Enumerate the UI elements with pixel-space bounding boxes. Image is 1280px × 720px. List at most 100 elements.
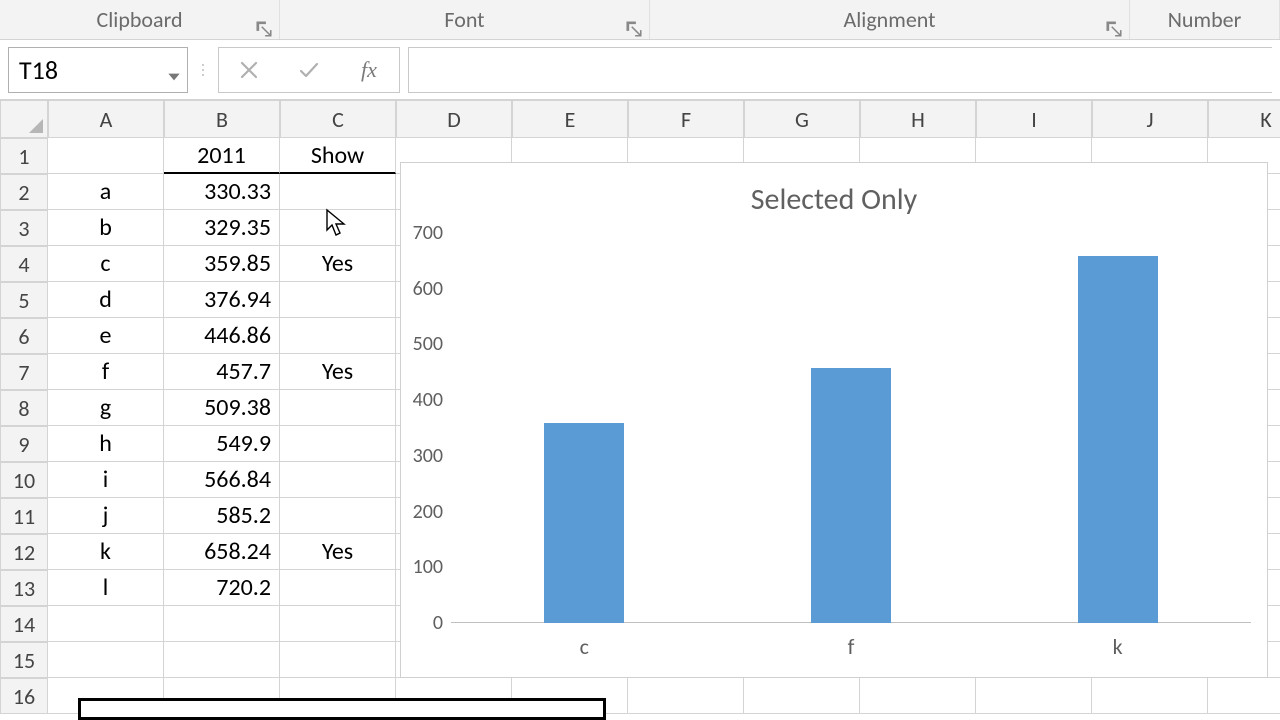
y-axis-tick-label: 600	[413, 277, 443, 301]
y-axis-tick-label: 0	[433, 611, 443, 635]
cell[interactable]	[280, 426, 396, 462]
cell[interactable]: 376.94	[164, 282, 280, 318]
cell[interactable]	[1092, 678, 1208, 714]
cell[interactable]: 457.7	[164, 354, 280, 390]
row-header[interactable]: 2	[0, 174, 48, 210]
cell[interactable]	[164, 642, 280, 678]
cell[interactable]: c	[48, 246, 164, 282]
row-header[interactable]: 5	[0, 282, 48, 318]
dialog-launcher-icon[interactable]	[1105, 17, 1123, 35]
cell[interactable]: 330.33	[164, 174, 280, 210]
cell[interactable]	[280, 462, 396, 498]
grip-icon	[202, 50, 204, 90]
cell[interactable]: Show	[280, 138, 396, 174]
cell[interactable]: 549.9	[164, 426, 280, 462]
column-header[interactable]: D	[396, 100, 512, 138]
cell[interactable]: 720.2	[164, 570, 280, 606]
y-axis-tick-label: 200	[413, 500, 443, 524]
formula-buttons: fx	[218, 47, 400, 93]
chart-bar[interactable]	[544, 423, 624, 623]
row-header[interactable]: 16	[0, 678, 48, 714]
dialog-launcher-icon[interactable]	[625, 17, 643, 35]
y-axis-tick-label: 500	[413, 332, 443, 356]
cell[interactable]	[48, 138, 164, 174]
column-header[interactable]: F	[628, 100, 744, 138]
cell[interactable]	[48, 606, 164, 642]
row-header[interactable]: 6	[0, 318, 48, 354]
cell[interactable]	[280, 498, 396, 534]
embedded-chart[interactable]: Selected Only 0100200300400500600700cfk	[400, 162, 1268, 678]
cell[interactable]: d	[48, 282, 164, 318]
cell[interactable]	[280, 570, 396, 606]
row-header[interactable]: 4	[0, 246, 48, 282]
cell[interactable]: 446.86	[164, 318, 280, 354]
row-header[interactable]: 14	[0, 606, 48, 642]
ribbon-group-label: Font	[444, 6, 484, 33]
cell[interactable]	[280, 282, 396, 318]
enter-button[interactable]	[279, 48, 339, 92]
cell[interactable]: i	[48, 462, 164, 498]
column-header[interactable]: B	[164, 100, 280, 138]
cell[interactable]	[280, 318, 396, 354]
cell[interactable]: Yes	[280, 534, 396, 570]
column-header[interactable]: H	[860, 100, 976, 138]
cell[interactable]: Yes	[280, 354, 396, 390]
select-all-corner[interactable]	[0, 100, 48, 138]
cell[interactable]	[860, 678, 976, 714]
cell[interactable]	[628, 678, 744, 714]
column-header[interactable]: C	[280, 100, 396, 138]
name-box[interactable]: T18	[8, 47, 188, 93]
cell[interactable]: Yes	[280, 246, 396, 282]
row-header[interactable]: 12	[0, 534, 48, 570]
cell[interactable]: f	[48, 354, 164, 390]
cancel-button[interactable]	[219, 48, 279, 92]
cell[interactable]	[48, 642, 164, 678]
cell[interactable]: 585.2	[164, 498, 280, 534]
cell[interactable]: 509.38	[164, 390, 280, 426]
cell[interactable]: 359.85	[164, 246, 280, 282]
row-header[interactable]: 15	[0, 642, 48, 678]
cell[interactable]	[164, 606, 280, 642]
column-header[interactable]: A	[48, 100, 164, 138]
row-header[interactable]: 3	[0, 210, 48, 246]
cell[interactable]: 329.35	[164, 210, 280, 246]
row-header[interactable]: 10	[0, 462, 48, 498]
formula-input[interactable]	[408, 47, 1272, 93]
ribbon-group-label: Alignment	[844, 6, 936, 33]
column-header[interactable]: E	[512, 100, 628, 138]
row-header[interactable]: 9	[0, 426, 48, 462]
row-header[interactable]: 8	[0, 390, 48, 426]
cell[interactable]	[976, 678, 1092, 714]
cell[interactable]	[1208, 678, 1280, 714]
column-header[interactable]: I	[976, 100, 1092, 138]
cell[interactable]: b	[48, 210, 164, 246]
cell[interactable]	[280, 210, 396, 246]
cell[interactable]: e	[48, 318, 164, 354]
cell[interactable]: h	[48, 426, 164, 462]
cell[interactable]: 566.84	[164, 462, 280, 498]
column-header[interactable]: G	[744, 100, 860, 138]
cell[interactable]	[280, 606, 396, 642]
cell[interactable]: g	[48, 390, 164, 426]
column-header[interactable]: K	[1208, 100, 1280, 138]
cell[interactable]: 2011	[164, 138, 280, 174]
chart-bar[interactable]	[1078, 256, 1158, 623]
cell[interactable]: 658.24	[164, 534, 280, 570]
insert-function-button[interactable]: fx	[339, 48, 399, 92]
row-header[interactable]: 11	[0, 498, 48, 534]
cell[interactable]	[280, 174, 396, 210]
cell[interactable]: a	[48, 174, 164, 210]
row-header[interactable]: 1	[0, 138, 48, 174]
dialog-launcher-icon[interactable]	[255, 17, 273, 35]
cell[interactable]: j	[48, 498, 164, 534]
column-header[interactable]: J	[1092, 100, 1208, 138]
chevron-down-icon[interactable]	[165, 61, 183, 79]
cell[interactable]	[280, 390, 396, 426]
cell[interactable]: k	[48, 534, 164, 570]
row-header[interactable]: 7	[0, 354, 48, 390]
cell[interactable]	[280, 642, 396, 678]
row-header[interactable]: 13	[0, 570, 48, 606]
cell[interactable]	[744, 678, 860, 714]
cell[interactable]: l	[48, 570, 164, 606]
chart-bar[interactable]	[811, 368, 891, 623]
